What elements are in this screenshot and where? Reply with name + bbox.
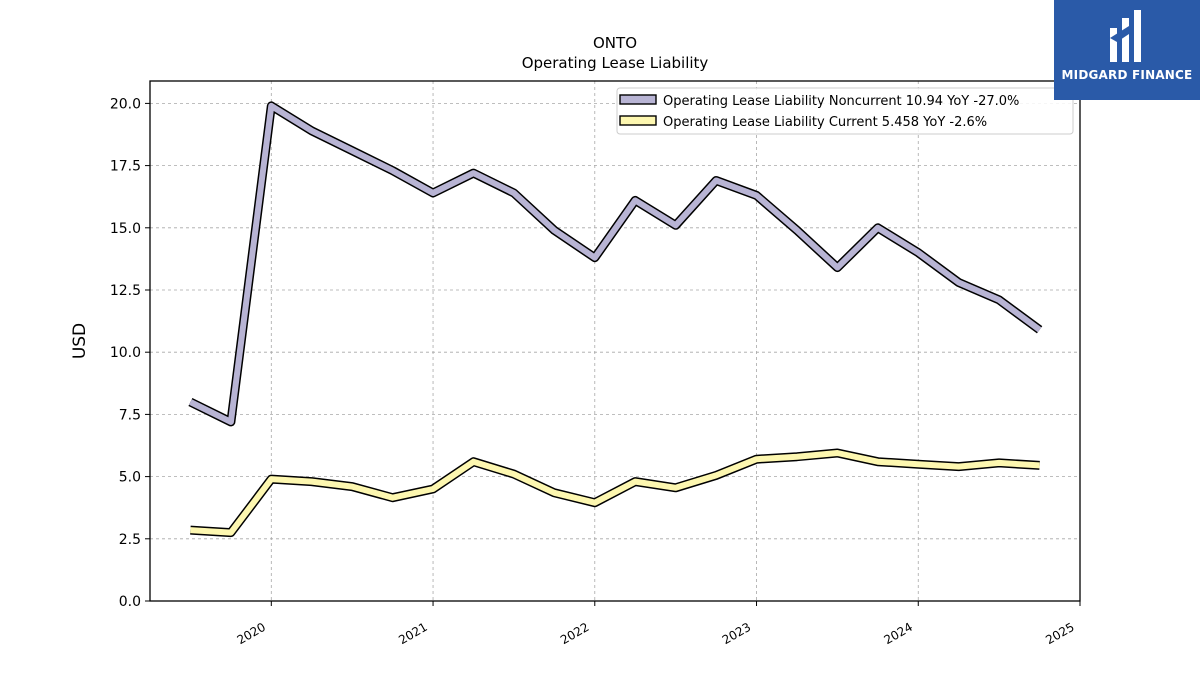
x-tick-label: 2020: [235, 620, 268, 647]
grid: [150, 81, 1081, 602]
legend-swatch-current: [619, 115, 657, 126]
x-tick-label: 2021: [396, 620, 429, 647]
series-line-operating-lease-liability-noncurrent: [189, 102, 1042, 425]
x-tick-label: 2025: [1043, 620, 1076, 647]
brand-name: MIDGARD FINANCE: [1061, 68, 1193, 82]
series-line-operating-lease-liability-current: [190, 450, 1040, 536]
x-tick-label: 2023: [720, 620, 753, 647]
chart-title: ONTO: [593, 34, 637, 52]
legend-label-current: Operating Lease Liability Current 5.458 …: [663, 115, 987, 130]
y-tick-label: 10.0: [110, 345, 141, 361]
y-tick-label: 5.0: [119, 470, 141, 486]
chart-subtitle: Operating Lease Liability: [522, 54, 709, 72]
x-tick-label: 2022: [558, 620, 591, 647]
midgard-logo-icon: [1110, 10, 1141, 62]
y-tick-label: 0.0: [119, 594, 141, 610]
y-tick-label: 12.5: [110, 283, 141, 299]
legend-box: [616, 87, 1074, 135]
series-outline-operating-lease-liability-noncurrent: [188, 101, 1043, 427]
legend: Operating Lease Liability Noncurrent 10.…: [616, 87, 1074, 135]
plot-frame: [149, 80, 1081, 602]
x-tick-label: 2024: [882, 620, 915, 647]
legend-swatch-noncurrent: [619, 94, 657, 105]
y-tick-label: 2.5: [119, 532, 141, 548]
brand-logo: MIDGARD FINANCE: [1054, 0, 1200, 100]
series-lines: [188, 101, 1043, 538]
legend-label-noncurrent: Operating Lease Liability Noncurrent 10.…: [663, 94, 1019, 109]
y-axis-label: USD: [70, 323, 90, 359]
y-tick-label: 15.0: [110, 221, 141, 237]
y-tick-label: 17.5: [110, 159, 141, 175]
y-tick-label: 20.0: [110, 96, 141, 112]
y-tick-label: 7.5: [119, 407, 141, 423]
